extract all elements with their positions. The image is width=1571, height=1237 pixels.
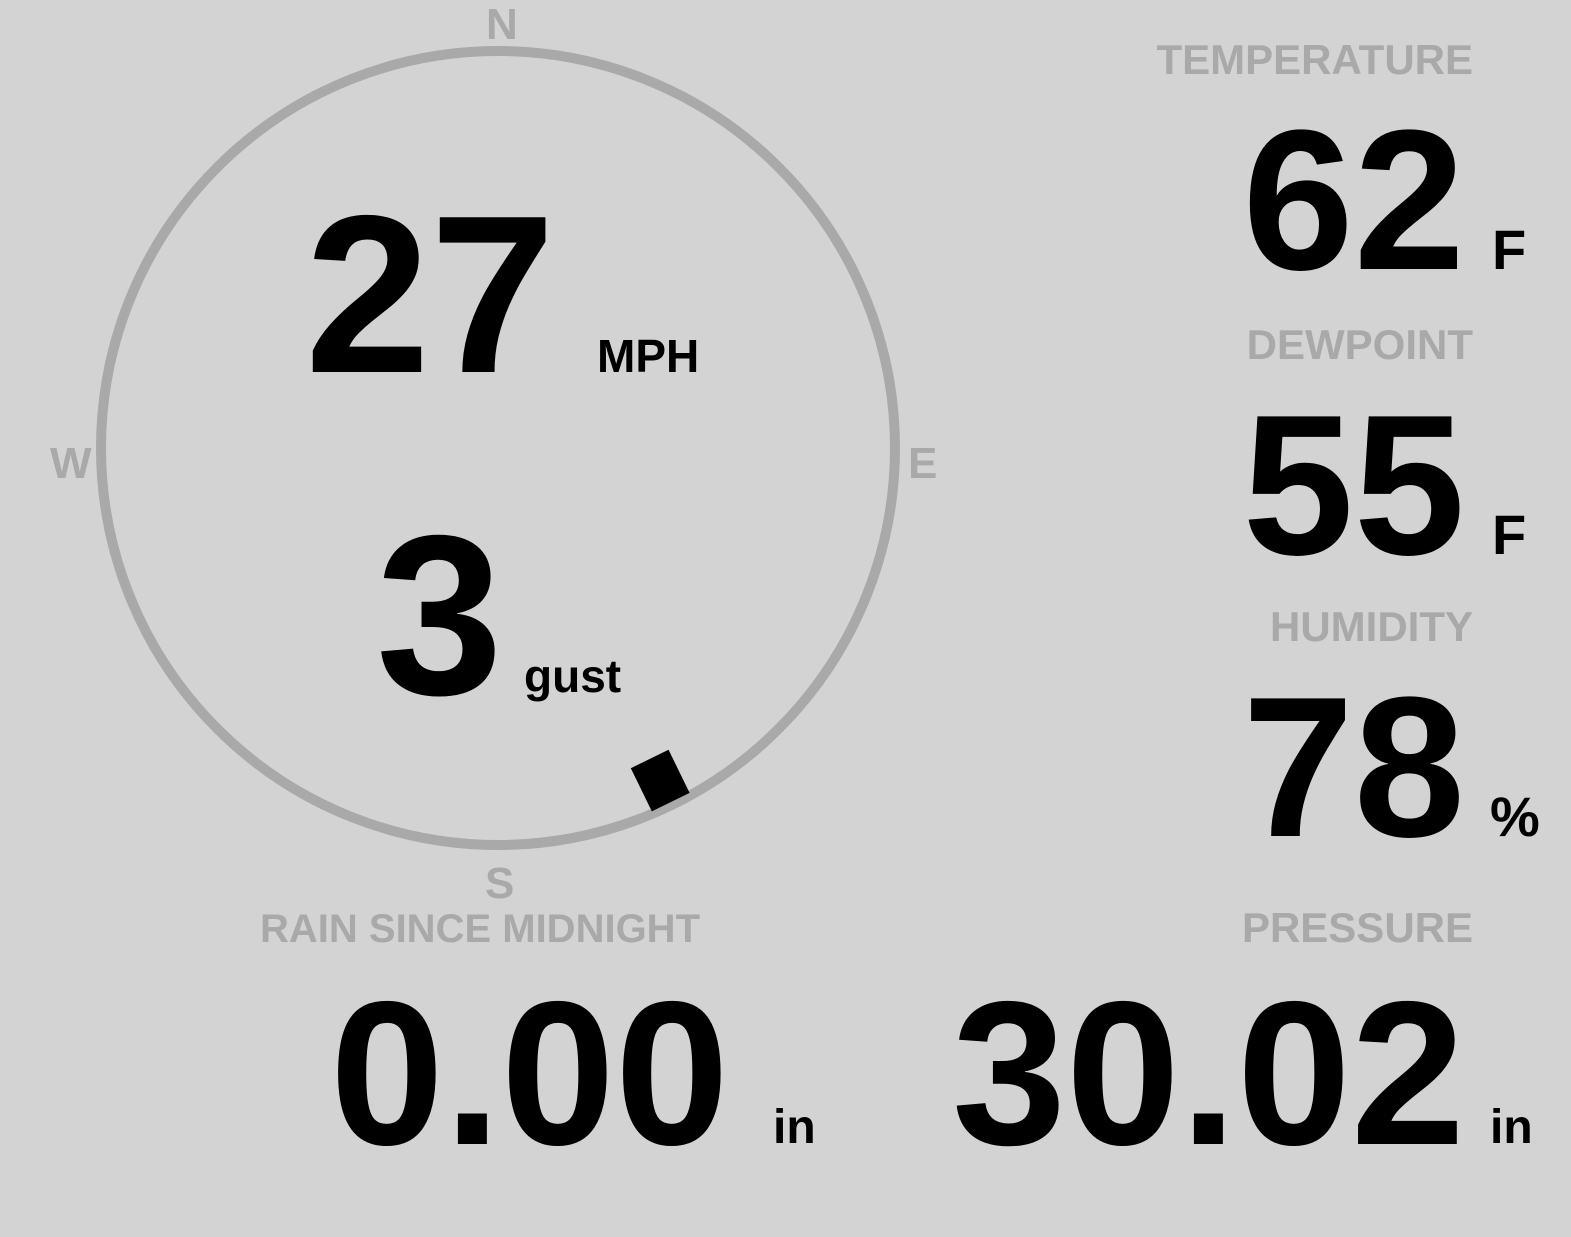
compass-east: E [908, 439, 938, 488]
compass-south: S [485, 859, 515, 908]
compass-west: W [50, 439, 92, 488]
rain-label: RAIN SINCE MIDNIGHT [260, 907, 700, 951]
pressure-value: 30.02 [951, 959, 1465, 1188]
rain-unit: in [773, 1101, 816, 1154]
wind-gust-value: 3 [376, 489, 503, 743]
wind-gust-label: gust [524, 650, 622, 702]
compass-ring [96, 46, 900, 850]
dewpoint-value: 55 [1242, 374, 1465, 597]
humidity-value: 78 [1242, 656, 1465, 879]
wind-speed-unit: MPH [597, 330, 700, 382]
pressure-label: PRESSURE [1241, 904, 1473, 951]
pressure-unit: in [1490, 1101, 1533, 1154]
wind-direction-marker [630, 749, 690, 812]
temperature-value: 62 [1242, 89, 1465, 312]
rain-value: 0.00 [330, 959, 729, 1188]
temperature-label: TEMPERATURE [1156, 36, 1473, 83]
humidity-label: HUMIDITY [1270, 603, 1473, 650]
dewpoint-unit: F [1492, 503, 1527, 566]
compass-north: N [486, 0, 518, 49]
temperature-unit: F [1492, 218, 1527, 281]
wind-speed-value: 27 [305, 168, 556, 420]
humidity-unit: % [1490, 785, 1540, 848]
dewpoint-label: DEWPOINT [1246, 321, 1473, 368]
